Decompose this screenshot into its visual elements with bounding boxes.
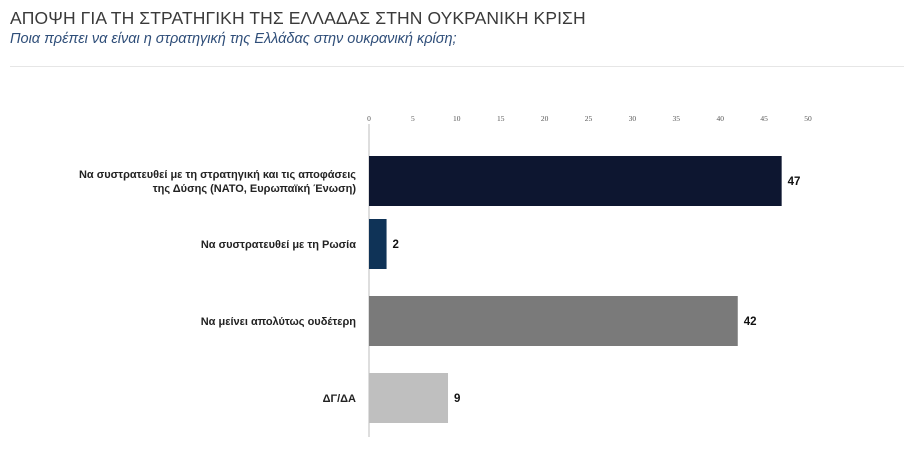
x-tick-label: 50 [804, 114, 812, 123]
data-label: 9 [454, 393, 460, 405]
x-tick-label: 30 [629, 114, 637, 123]
bar [369, 296, 738, 346]
chart-title: ΑΠΟΨΗ ΓΙΑ ΤΗ ΣΤΡΑΤΗΓΙΚΗ ΤΗΣ ΕΛΛΑΔΑΣ ΣΤΗΝ… [10, 8, 586, 28]
x-tick-label: 15 [497, 114, 505, 123]
x-tick-label: 35 [673, 114, 681, 123]
data-label: 42 [744, 316, 757, 328]
title-divider [10, 66, 904, 67]
bar [369, 156, 782, 206]
category-label: Να συστρατευθεί με τη Ρωσία [201, 239, 356, 251]
x-tick-label: 25 [585, 114, 593, 123]
x-tick-label: 40 [716, 114, 724, 123]
category-label: ΔΓ/ΔΑ [323, 393, 356, 405]
x-tick-label: 45 [760, 114, 768, 123]
x-tick-label: 10 [453, 114, 461, 123]
bar [369, 373, 449, 423]
category-label: της Δύσης (ΝΑΤΟ, Ευρωπαϊκή Ένωση) [153, 183, 357, 195]
data-label: 2 [393, 239, 399, 251]
category-label: Να συστρατευθεί με τη στρατηγική και τις… [79, 169, 356, 181]
x-tick-label: 20 [541, 114, 549, 123]
bar [369, 219, 387, 269]
chart-subtitle: Ποια πρέπει να είναι η στρατηγική της Ελ… [10, 31, 457, 47]
data-label: 47 [788, 176, 801, 188]
category-label: Να μείνει απολύτως ουδέτερη [201, 316, 357, 328]
x-tick-label: 5 [411, 114, 415, 123]
x-tick-label: 0 [367, 114, 371, 123]
